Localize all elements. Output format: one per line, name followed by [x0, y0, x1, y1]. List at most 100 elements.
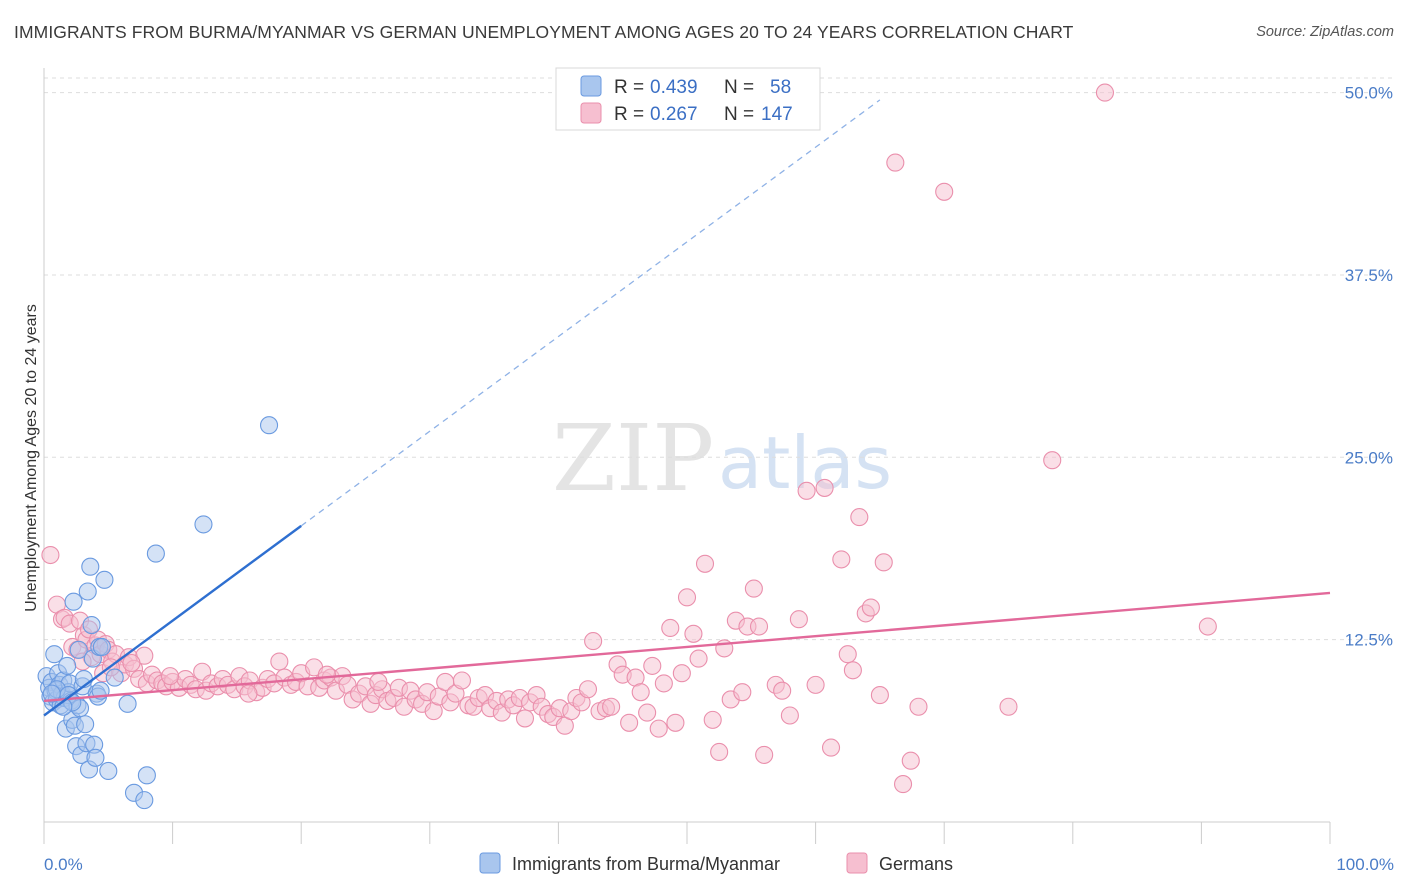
burma-point-52 — [259, 416, 279, 435]
germans-point-164 — [239, 684, 258, 703]
watermark-zip: ZIP — [552, 405, 714, 512]
germans-point-120 — [672, 664, 691, 683]
germans-point-137 — [780, 706, 799, 725]
germans-point-104 — [578, 680, 598, 699]
burma-point-45 — [105, 668, 124, 687]
burma-point-34 — [82, 616, 101, 635]
germans-point-114 — [638, 703, 657, 722]
germans-point-50 — [270, 652, 289, 671]
germans-point-156 — [999, 697, 1018, 716]
y-axis-label: Unemployment Among Ages 20 to 24 years — [23, 304, 40, 612]
legend-swatch-blue — [580, 75, 602, 97]
germans-point-166 — [369, 672, 388, 692]
germans-point-145 — [843, 661, 862, 680]
germans-point-159 — [1198, 617, 1217, 636]
burma-point-56 — [42, 684, 61, 703]
legend-r-value-blue: 0.439 — [650, 77, 698, 98]
germans-point-144 — [838, 645, 857, 664]
burma-point-5 — [45, 645, 64, 664]
burma-point-24 — [69, 640, 88, 659]
burma-point-31 — [78, 582, 97, 601]
germans-point-158 — [1095, 83, 1114, 102]
burma-point-29 — [76, 715, 95, 734]
germans-point-130 — [733, 683, 752, 702]
germans-point-124 — [695, 554, 715, 573]
burma-trend-extension — [300, 99, 881, 527]
germans-point-165 — [317, 665, 336, 684]
germans-point-126 — [710, 742, 729, 762]
burma-points — [37, 416, 279, 810]
germans-point-149 — [870, 686, 889, 705]
germans-point-150 — [874, 553, 893, 572]
legend-r-value-pink: 0.267 — [650, 104, 698, 125]
burma-point-46 — [118, 694, 137, 713]
germans-point-118 — [661, 618, 680, 638]
germans-point-108 — [602, 697, 621, 716]
burma-point-51 — [194, 515, 213, 534]
germans-point-136 — [773, 681, 792, 700]
germans-point-148 — [861, 598, 880, 617]
bottom-legend-swatch-germans — [846, 852, 868, 874]
germans-point-162 — [122, 653, 141, 673]
germans-point-134 — [755, 745, 774, 764]
germans-point-113 — [631, 683, 650, 702]
y-tick-label-1: 25.0% — [1345, 448, 1393, 467]
bottom-legend-label-burma: Immigrants from Burma/Myanmar — [512, 854, 780, 874]
germans-point-139 — [797, 481, 816, 500]
source-credit: Source: ZipAtlas.com — [1256, 24, 1394, 40]
germans-point-132 — [744, 579, 763, 598]
germans-point-154 — [909, 697, 928, 716]
germans-point-0 — [41, 545, 60, 565]
burma-point-42 — [92, 637, 111, 656]
y-tick-labels: 12.5% 25.0% 37.5% 50.0% — [1345, 84, 1393, 650]
y-tick-label-0: 12.5% — [1345, 631, 1393, 650]
stats-legend: R = 0.439 N = 58 R = 0.267 N = 147 — [555, 67, 821, 131]
legend-n-value-pink: 147 — [761, 104, 793, 125]
germans-point-105 — [584, 632, 603, 651]
germans-point-117 — [654, 674, 673, 693]
germans-trend-line — [43, 591, 1331, 703]
bottom-legend-swatch-burma — [479, 852, 501, 874]
burma-point-15 — [58, 656, 77, 675]
germans-point-115 — [643, 656, 662, 675]
germans-point-142 — [821, 738, 841, 757]
germans-point-133 — [749, 617, 769, 636]
burma-point-49 — [137, 766, 156, 785]
burma-point-50 — [146, 544, 165, 563]
bottom-legend-label-germans: Germans — [879, 854, 953, 874]
watermark: ZIP atlas — [552, 405, 892, 512]
burma-point-33 — [81, 557, 100, 576]
burma-point-43 — [95, 570, 114, 589]
chart-title: IMMIGRANTS FROM BURMA/MYANMAR VS GERMAN … — [14, 22, 1074, 42]
y-tick-label-3: 50.0% — [1345, 84, 1393, 103]
germans-point-82 — [452, 671, 472, 690]
burma-trend-line — [43, 524, 302, 717]
grid-lines — [44, 77, 1394, 641]
x-tick-labels: 0.0% 100.0% — [44, 855, 1394, 874]
legend-n-label-pink: N = — [724, 104, 754, 125]
germans-point-157 — [1043, 451, 1062, 470]
germans-point-116 — [649, 719, 668, 738]
trend-lines — [43, 99, 1331, 717]
germans-point-146 — [850, 508, 869, 527]
x-tick-label-max: 100.0% — [1336, 855, 1394, 874]
bottom-legend: Immigrants from Burma/Myanmar Germans — [479, 852, 953, 874]
legend-n-label-blue: N = — [724, 77, 754, 98]
burma-point-37 — [86, 748, 105, 767]
germans-point-141 — [815, 478, 834, 497]
burma-point-48 — [135, 791, 154, 810]
legend-r-label-blue: R = — [614, 77, 644, 98]
germans-point-140 — [806, 675, 825, 694]
y-tick-label-2: 37.5% — [1345, 266, 1393, 285]
germans-point-111 — [620, 713, 639, 732]
germans-point-93 — [515, 709, 535, 728]
legend-r-label-pink: R = — [614, 104, 644, 125]
germans-point-143 — [832, 550, 851, 569]
germans-point-155 — [935, 182, 954, 201]
germans-point-119 — [666, 713, 685, 732]
germans-point-123 — [689, 649, 708, 668]
germans-point-153 — [901, 751, 920, 770]
x-tick-label-min: 0.0% — [44, 855, 83, 874]
germans-point-152 — [893, 775, 913, 794]
